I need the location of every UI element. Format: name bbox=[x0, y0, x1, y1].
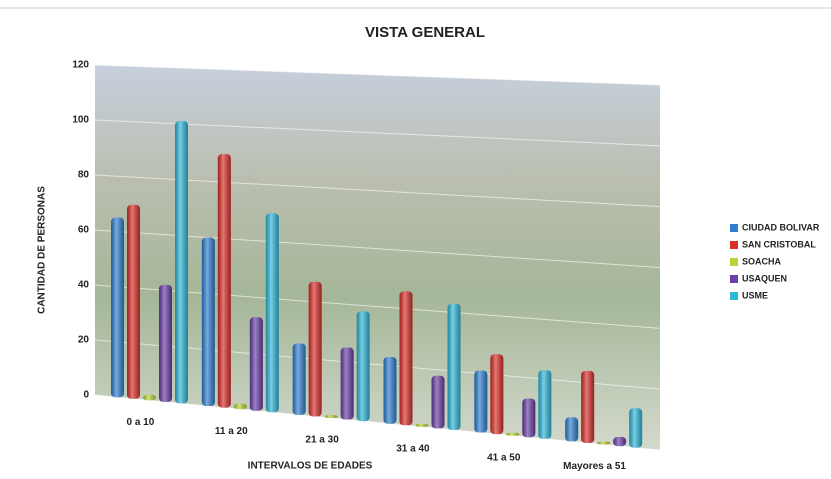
bar-shine bbox=[324, 415, 338, 418]
x-tick-label: 0 a 10 bbox=[127, 417, 155, 428]
legend-swatch bbox=[730, 241, 738, 249]
x-tick-label: 31 a 40 bbox=[396, 444, 430, 455]
bar-shine bbox=[538, 370, 552, 439]
bar-shine bbox=[565, 417, 579, 442]
legend-label: SAN CRISTOBAL bbox=[742, 239, 816, 249]
grid-line bbox=[94, 64, 661, 86]
bar-shine bbox=[597, 441, 611, 445]
bar-shine bbox=[506, 432, 520, 436]
grid-line bbox=[94, 229, 661, 268]
x-axis-label: INTERVALOS DE EDADES bbox=[248, 461, 373, 472]
bar-shine bbox=[111, 217, 124, 398]
x-tick-label: 21 a 30 bbox=[305, 435, 339, 446]
bar-shine bbox=[201, 237, 215, 407]
bar-shine bbox=[581, 370, 595, 443]
y-tick-label: 120 bbox=[72, 60, 89, 71]
bar-shine bbox=[415, 423, 429, 427]
bar-shine bbox=[292, 343, 306, 415]
y-tick-label: 0 bbox=[83, 390, 89, 401]
grid-line bbox=[94, 119, 661, 147]
bar-shine bbox=[217, 154, 231, 408]
bar-shine bbox=[143, 394, 156, 401]
legend-swatch bbox=[730, 258, 738, 266]
bar-shine bbox=[127, 204, 140, 399]
legend-swatch bbox=[730, 292, 738, 300]
legend-swatch bbox=[730, 275, 738, 283]
legend-label: USME bbox=[742, 290, 768, 300]
legend-swatch bbox=[730, 224, 738, 232]
legend-label: USAQUEN bbox=[742, 273, 787, 283]
bar-shine bbox=[490, 354, 504, 435]
bar-shine bbox=[522, 398, 536, 438]
x-tick-label: Mayores a 51 bbox=[563, 461, 626, 472]
bar-shine bbox=[175, 121, 188, 404]
bar-shine bbox=[265, 213, 279, 413]
bar-shine bbox=[447, 303, 461, 430]
bar-shine bbox=[308, 281, 322, 417]
y-tick-label: 100 bbox=[72, 115, 89, 126]
grid-line bbox=[94, 394, 661, 451]
bar-shine bbox=[399, 291, 413, 426]
bar-shine bbox=[233, 403, 247, 410]
x-tick-label: 11 a 20 bbox=[215, 426, 248, 437]
plot-background bbox=[95, 65, 660, 450]
bar-shine bbox=[356, 311, 370, 422]
bar-shine bbox=[383, 356, 397, 424]
legend-label: CIUDAD BOLIVAR bbox=[742, 222, 820, 232]
bar-shine bbox=[249, 317, 263, 411]
chart-title: VISTA GENERAL bbox=[365, 24, 485, 41]
bar-shine bbox=[159, 284, 172, 402]
legend-label: SOACHA bbox=[742, 256, 782, 266]
bar-shine bbox=[431, 375, 445, 429]
y-tick-label: 60 bbox=[78, 225, 90, 236]
y-tick-label: 40 bbox=[78, 280, 90, 291]
y-tick-label: 80 bbox=[78, 170, 90, 181]
grid-line bbox=[94, 174, 661, 208]
x-tick-label: 41 a 50 bbox=[487, 452, 521, 463]
grid-line bbox=[94, 339, 661, 390]
bar-shine bbox=[340, 347, 354, 420]
bar-shine bbox=[613, 437, 627, 447]
bar-shine bbox=[629, 408, 643, 448]
y-tick-label: 20 bbox=[78, 335, 90, 346]
bar-shine bbox=[474, 370, 488, 433]
grid-line bbox=[94, 284, 661, 329]
y-axis-label: CANTIDAD DE PERSONAS bbox=[37, 186, 48, 314]
